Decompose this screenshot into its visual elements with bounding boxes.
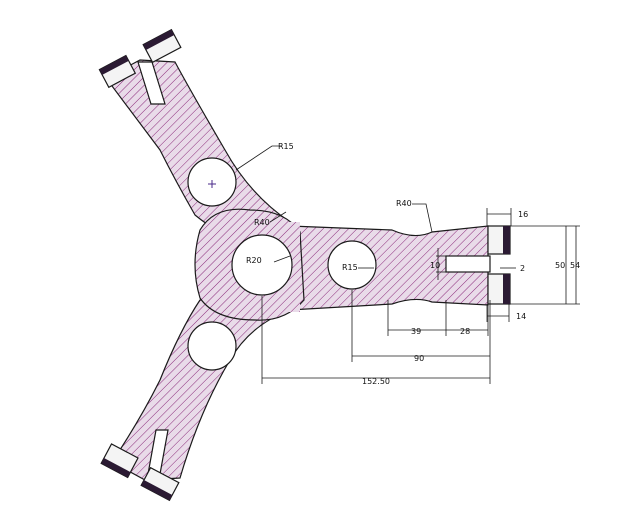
- label-r15-arm: R15: [278, 142, 294, 151]
- radius-annotations: R15 R40 R20 R15 R40: [235, 142, 433, 272]
- part-body: [105, 59, 491, 481]
- dim-2: 2: [520, 264, 525, 273]
- dim-14: 14: [516, 312, 526, 321]
- dim-50: 50: [555, 261, 565, 270]
- dim-90: 90: [414, 354, 424, 363]
- label-r40-neck: R40: [396, 199, 412, 208]
- right-slot: [445, 255, 491, 273]
- label-r15-hole: R15: [342, 263, 358, 272]
- dim-152-50: 152.50: [362, 377, 390, 386]
- dim-39: 39: [411, 327, 421, 336]
- dim-10: 10: [430, 261, 440, 270]
- hole-right: [327, 240, 377, 290]
- dim-54: 54: [570, 261, 580, 270]
- label-r20: R20: [246, 256, 262, 265]
- upper-left-slot: [137, 61, 166, 105]
- dimension-lines: 16 10 2 50 54 14 39 28 90: [261, 208, 580, 386]
- hole-lower-left: [187, 321, 237, 371]
- label-r40-center: R40: [254, 218, 270, 227]
- clamp-pads: [98, 28, 511, 502]
- dim-16: 16: [518, 210, 528, 219]
- hole-center: [231, 234, 293, 296]
- dim-28: 28: [460, 327, 470, 336]
